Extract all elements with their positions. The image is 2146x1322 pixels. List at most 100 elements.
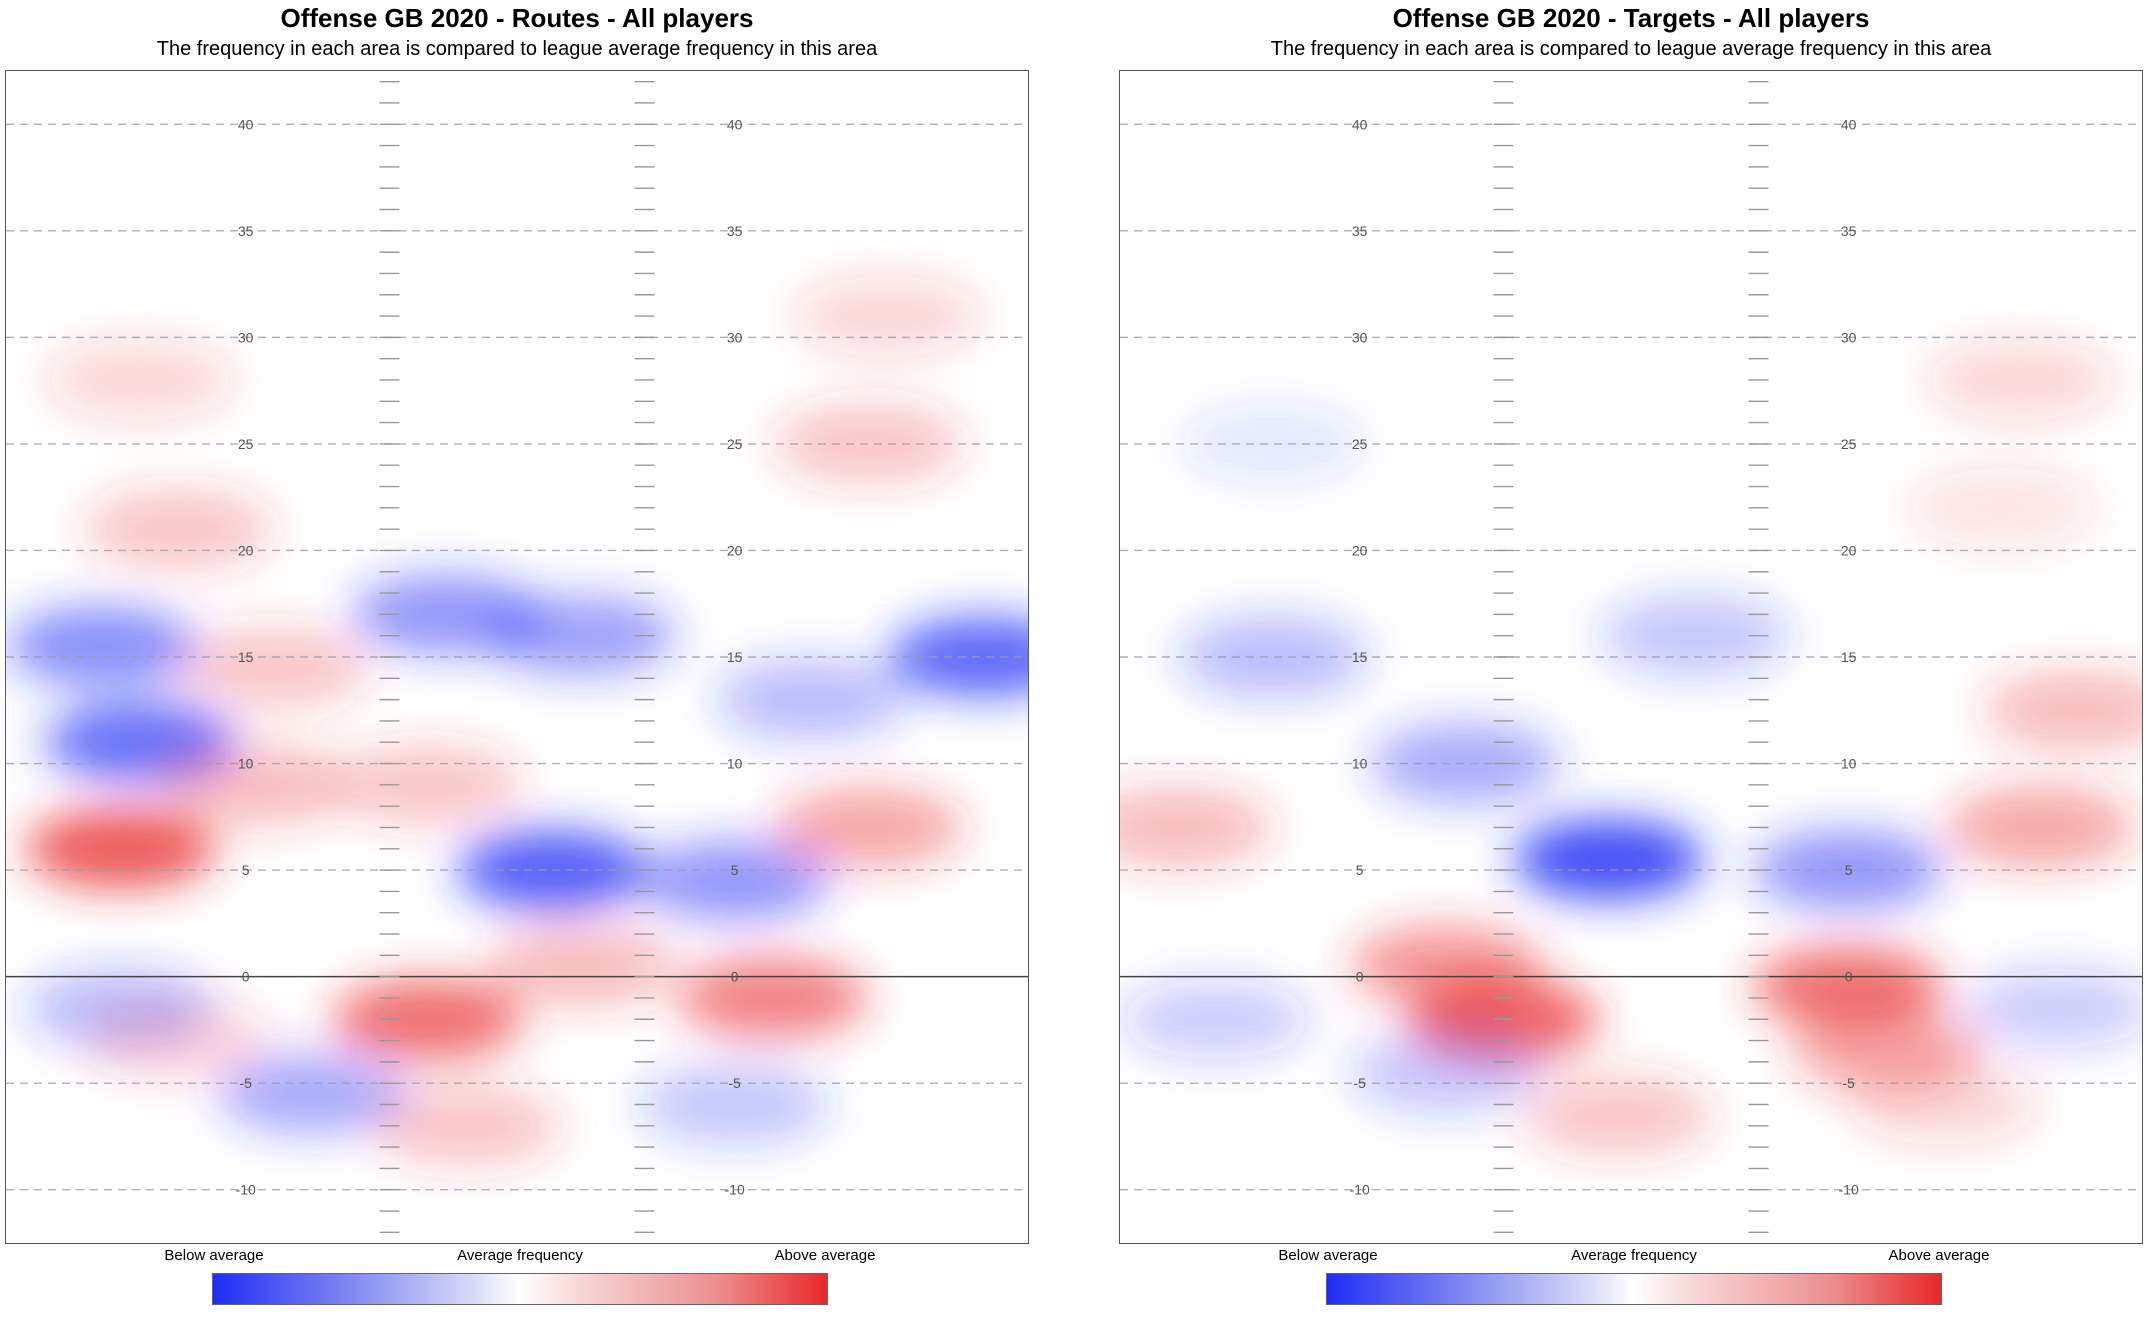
y-tick-label: 5 [1845,862,1853,878]
legend-color-bar [212,1273,828,1305]
y-tick-label: 40 [727,116,743,132]
y-tick-label: 40 [1352,116,1368,132]
heat-blob [160,744,351,825]
y-tick-label: 20 [727,542,743,558]
y-tick-label: -5 [239,1075,252,1091]
heat-blob [1926,339,2117,420]
heat-blob [217,1053,408,1134]
y-tick-label: 25 [238,436,254,452]
y-tick-label: 15 [1352,649,1368,665]
y-tick-label: 30 [727,329,743,345]
chart-title: Offense GB 2020 - Routes - All players [280,3,754,33]
heat-blob [6,606,197,687]
chart-subtitle: The frequency in each area is compared t… [156,38,878,60]
y-tick-label: 25 [1841,436,1857,452]
heat-blob [1964,968,2142,1049]
heat-blob [179,627,370,708]
y-tick-label: -10 [725,1182,745,1198]
y-tick-label: 0 [1845,969,1853,985]
y-tick-label: 0 [731,969,739,985]
routes-panel: Offense GB 2020 - Routes - All players T… [2,0,1032,1322]
heat-layer [6,276,1028,1166]
y-tick-label: 5 [1356,862,1364,878]
y-tick-label: 15 [727,649,743,665]
y-tick-label: 35 [1841,223,1857,239]
y-tick-label: 30 [1352,329,1368,345]
heatmap-field: 40 40 35 35 30 30 25 25 20 20 15 15 10 10 5 5 0 0 -5 -5 -10 -… [5,70,1029,1244]
chart-title: Offense GB 2020 - Targets - All players [1392,3,1870,33]
heat-blob [639,840,830,921]
heat-blob [1753,947,1944,1028]
y-tick-label: -5 [728,1075,741,1091]
heat-blob [486,925,677,1006]
legend-label-below: Below average [1278,1247,1378,1264]
heat-blob [1370,723,1561,804]
heat-blob [45,339,236,420]
y-tick-label: 30 [238,329,254,345]
targets-panel: Offense GB 2020 - Targets - All players … [1116,0,2146,1322]
y-tick-label: 25 [1352,436,1368,452]
heat-blob [1120,979,1311,1060]
y-tick-label: 35 [1352,223,1368,239]
heat-blob [716,659,907,740]
y-tick-label: 0 [1356,969,1364,985]
y-tick-label: -5 [1842,1075,1855,1091]
y-tick-label: -5 [1353,1075,1366,1091]
y-tick-label: 5 [242,862,250,878]
heat-blob [1983,670,2142,751]
heat-blob [1849,1064,2040,1145]
legend-label-below: Below average [164,1247,264,1264]
heat-blob [1907,467,2098,548]
legend-label-average: Average frequency [457,1247,583,1264]
y-tick-label: 15 [1841,649,1857,665]
heatmap-svg: 40 40 35 35 30 30 25 25 20 20 15 15 10 10 5 5 0 0 -5 -5 -10 -… [1120,80,2142,1234]
heat-blob [83,1000,274,1081]
heat-blob [1350,1032,1541,1113]
y-tick-label: -10 [236,1182,256,1198]
heat-blob [26,808,217,889]
y-tick-label: -10 [1839,1182,1859,1198]
y-tick-label: 5 [731,862,739,878]
heatmap-field: 40 40 35 35 30 30 25 25 20 20 15 15 10 10 5 5 0 0 -5 -5 -10 -… [1119,70,2143,1244]
y-tick-label: 10 [727,756,743,772]
y-tick-label: 10 [1352,756,1368,772]
heat-blob [677,957,868,1038]
legend-label-above: Above average [1888,1247,1990,1264]
chart-subtitle: The frequency in each area is compared t… [1270,38,1992,60]
y-tick-label: 20 [238,542,254,558]
y-tick-label: 40 [238,116,254,132]
heat-blob [1600,595,1791,676]
y-tick-label: 20 [1841,542,1857,558]
y-tick-label: 0 [242,969,250,985]
heat-blob [1945,787,2136,868]
heatmap-svg: 40 40 35 35 30 30 25 25 20 20 15 15 10 10 5 5 0 0 -5 -5 -10 -… [6,80,1028,1234]
heat-blob [639,1064,830,1145]
heat-blob [1523,1075,1714,1156]
legend-label-above: Above average [774,1247,876,1264]
y-tick-label: 20 [1352,542,1368,558]
y-tick-label: 15 [238,649,254,665]
heat-layer [1120,339,2142,1156]
heat-blob [1120,787,1273,868]
y-tick-label: 30 [1841,329,1857,345]
legend-color-bar [1326,1273,1942,1305]
y-tick-label: -10 [1350,1182,1370,1198]
y-tick-label: 10 [1841,756,1857,772]
y-tick-label: 25 [727,436,743,452]
y-tick-label: 40 [1841,116,1857,132]
heat-blob [793,276,984,357]
heat-blob [773,403,964,484]
heat-blob [486,595,677,676]
heat-blob [83,489,274,570]
heat-blob [773,787,964,868]
y-tick-label: 35 [727,223,743,239]
heat-blob [332,744,523,825]
heat-blob [332,979,523,1060]
heat-blob [371,1085,562,1166]
heat-blob [1178,617,1369,697]
heat-blob [1178,403,1369,484]
legend-label-average: Average frequency [1571,1247,1697,1264]
y-tick-label: 35 [238,223,254,239]
heat-blob [1513,819,1704,900]
y-tick-label: 10 [238,756,254,772]
